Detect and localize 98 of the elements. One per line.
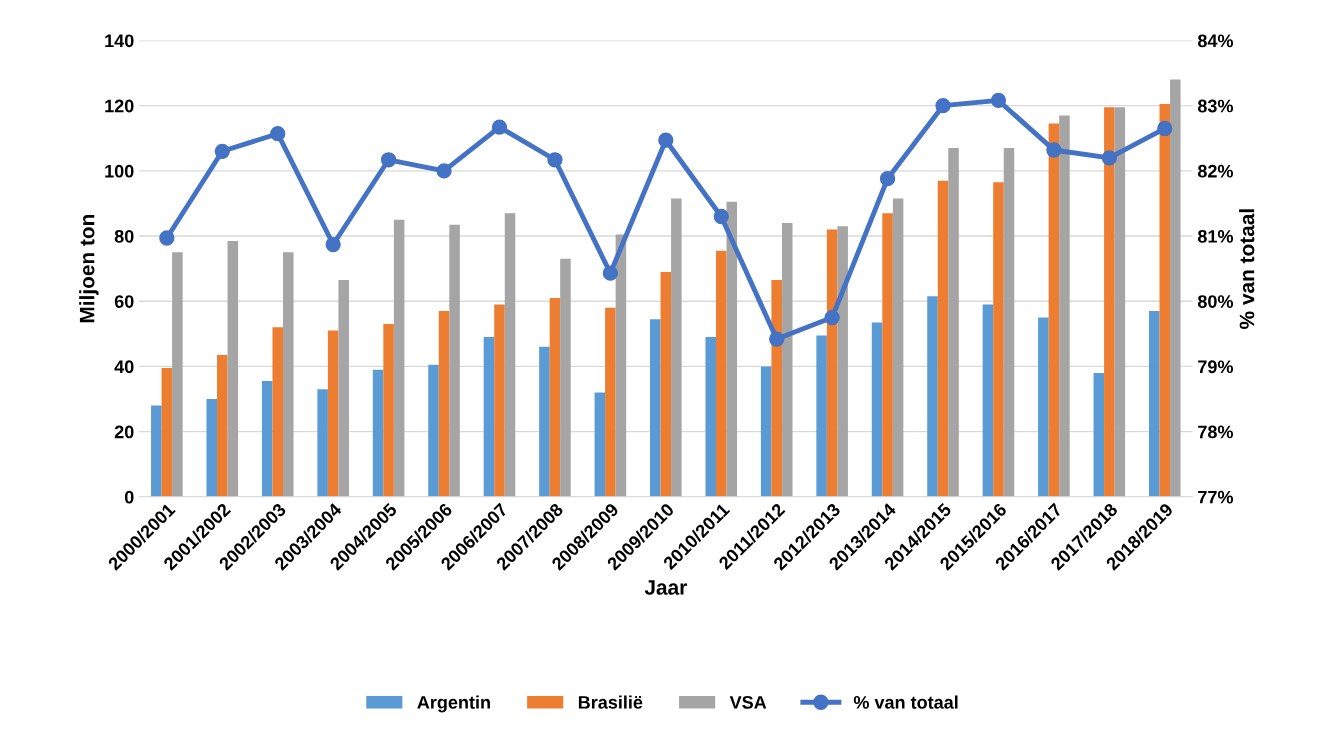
y-tick-label: 80 <box>114 229 134 243</box>
bar <box>372 369 384 497</box>
bar <box>428 364 439 497</box>
point <box>1101 150 1117 166</box>
point <box>547 152 563 168</box>
bar <box>982 304 994 497</box>
bar <box>327 330 339 497</box>
bar <box>261 381 273 497</box>
bar <box>892 198 904 497</box>
bar <box>449 224 460 497</box>
bar <box>383 324 394 497</box>
x-axis-title: Jaar <box>644 580 687 595</box>
bar <box>549 297 561 497</box>
point <box>990 92 1007 109</box>
bar <box>771 280 782 497</box>
point <box>491 119 508 135</box>
bar <box>993 182 1004 497</box>
bar <box>1114 107 1126 497</box>
y2-tick-label: 82% <box>1197 164 1234 178</box>
point <box>824 309 840 326</box>
bar <box>937 180 949 497</box>
bar <box>871 322 883 497</box>
bar <box>206 399 218 497</box>
bar <box>1104 107 1115 497</box>
y-tick-label: 40 <box>114 360 134 374</box>
y2-axis-title: % van totaal <box>1239 209 1255 329</box>
bar <box>1059 115 1070 497</box>
bar <box>650 319 661 497</box>
bar <box>927 296 938 497</box>
bar <box>837 226 848 497</box>
bar <box>560 258 571 497</box>
bar <box>671 198 682 497</box>
legend-label: VSA <box>729 695 767 709</box>
bar <box>282 252 294 497</box>
bar <box>393 219 405 497</box>
bar <box>615 234 627 497</box>
point <box>1046 142 1062 158</box>
bar <box>726 201 738 497</box>
bar <box>317 389 328 497</box>
point <box>325 236 341 253</box>
bar <box>494 304 505 497</box>
bar <box>272 327 283 497</box>
y2-tick-label: 80% <box>1197 295 1234 308</box>
legend-label: Brasilië <box>578 695 643 709</box>
y2-tick-label: 79% <box>1198 360 1234 374</box>
point <box>935 98 951 114</box>
legend-label: % van totaal <box>853 695 958 709</box>
y-tick-label: 120 <box>105 99 134 113</box>
point <box>1157 120 1173 137</box>
point <box>713 208 729 225</box>
bar <box>781 223 793 497</box>
y-axis-title: Miljoen ton <box>79 214 99 323</box>
bar <box>816 335 827 497</box>
y2-tick-label: 77% <box>1198 490 1234 504</box>
bar <box>605 307 616 497</box>
bar <box>1159 104 1171 497</box>
y-tick-label: 60 <box>114 295 134 308</box>
bar <box>1093 372 1105 497</box>
bar <box>161 368 173 497</box>
bar <box>1170 79 1181 497</box>
bar <box>539 346 550 497</box>
point <box>658 132 674 148</box>
bar <box>172 252 183 497</box>
y2-tick-label: 78% <box>1198 425 1234 439</box>
y-tick-label: 20 <box>114 425 134 439</box>
point <box>214 143 230 159</box>
point <box>159 230 175 246</box>
y2-tick-label: 83% <box>1197 99 1234 113</box>
y2-tick-label: 84% <box>1197 34 1234 48</box>
bar <box>504 213 516 497</box>
point <box>879 171 896 187</box>
bar <box>948 148 959 497</box>
bar <box>151 405 162 497</box>
bar <box>1148 311 1160 497</box>
bar <box>882 213 893 497</box>
point <box>602 265 619 281</box>
y-tick-label: 0 <box>124 490 134 504</box>
bar <box>1003 148 1015 497</box>
point <box>769 331 785 347</box>
y-tick-label: 140 <box>105 34 134 48</box>
bar <box>217 355 228 497</box>
bar <box>660 271 672 497</box>
bar <box>715 250 727 497</box>
point <box>270 126 286 142</box>
bar <box>760 366 772 497</box>
bar <box>438 311 450 497</box>
point <box>380 152 397 168</box>
bar <box>338 280 349 497</box>
bar <box>594 392 606 497</box>
legend-label: Argentin <box>417 695 490 713</box>
y2-tick-label: 81% <box>1197 229 1234 243</box>
bar <box>227 240 239 497</box>
y-tick-label: 100 <box>105 164 134 178</box>
bar <box>483 337 495 497</box>
bar <box>1038 317 1049 497</box>
bar <box>705 337 716 497</box>
bar <box>1048 123 1060 497</box>
point <box>436 163 452 179</box>
